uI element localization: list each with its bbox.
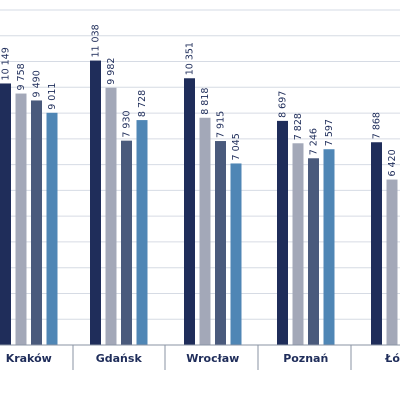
data-label: 8 697	[278, 91, 289, 118]
data-label: 7 868	[372, 112, 383, 139]
bar	[386, 179, 398, 345]
data-label: 7 828	[293, 113, 304, 140]
bars	[0, 60, 398, 346]
bar	[371, 142, 382, 345]
bar	[105, 87, 117, 345]
category-label: Gdańsk	[96, 352, 143, 365]
data-label: 11 038	[91, 24, 102, 57]
bar	[31, 100, 42, 345]
data-label: 6 420	[387, 149, 398, 176]
category-label: Kraków	[6, 352, 52, 365]
category-label: Łódź	[384, 352, 400, 365]
category-label: Wrocław	[186, 352, 239, 365]
bar	[199, 117, 211, 345]
data-label: 10 351	[185, 42, 196, 75]
value-labels: 10 149 11 038 10 351 8 697 7 868 9 758 9 982 8 …	[1, 24, 399, 176]
bar	[184, 78, 195, 345]
data-label: 7 915	[216, 111, 227, 138]
data-label: 9 982	[106, 58, 117, 85]
bar	[121, 140, 132, 345]
data-label: 7 246	[309, 128, 320, 155]
data-label: 9 011	[47, 83, 58, 110]
bar	[292, 143, 304, 345]
data-label: 7 045	[231, 133, 242, 160]
data-label: 10 149	[1, 47, 12, 80]
data-label: 7 597	[324, 119, 335, 146]
data-label: 8 818	[200, 88, 211, 115]
bar	[46, 112, 58, 346]
data-label: 8 728	[137, 90, 148, 117]
data-label: 9 758	[16, 63, 27, 90]
bar	[215, 141, 226, 345]
bar	[15, 93, 27, 345]
bar	[0, 83, 11, 345]
bar	[323, 149, 335, 345]
bar	[230, 163, 242, 345]
bar	[136, 120, 148, 345]
bar	[277, 120, 288, 345]
data-label: 9 490	[32, 70, 43, 97]
bar	[90, 60, 101, 345]
data-label: 7 930	[122, 110, 133, 137]
category-label: Poznań	[283, 352, 328, 365]
bar	[308, 158, 319, 345]
x-axis: Kraków Gdańsk Wrocław Poznań Łódź	[0, 344, 400, 370]
